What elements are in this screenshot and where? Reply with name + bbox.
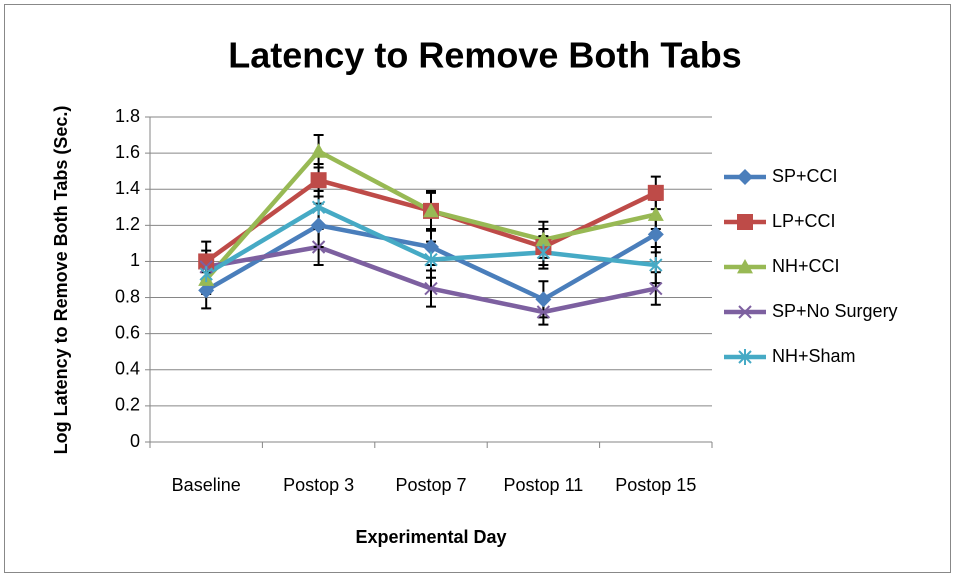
marker (649, 257, 663, 274)
y-tick-label: 1.6 (115, 142, 140, 162)
marker (536, 305, 551, 319)
x-tick-label: Postop 7 (395, 475, 466, 495)
marker (423, 239, 439, 255)
chart-title: Latency to Remove Both Tabs (228, 35, 741, 76)
marker (424, 251, 438, 268)
marker (424, 281, 438, 296)
y-tick-label: 0.2 (115, 395, 140, 415)
y-tick-label: 0.4 (115, 359, 140, 379)
marker (647, 184, 664, 201)
chart-frame (4, 4, 951, 573)
x-tick-label: Postop 3 (283, 475, 354, 495)
y-tick-label: 1.2 (115, 214, 140, 234)
marker (647, 226, 664, 243)
marker (198, 253, 215, 270)
marker (535, 231, 552, 247)
legend-item: SP+CCI (724, 166, 838, 186)
legend-item: LP+CCI (724, 211, 836, 231)
x-tick-label: Baseline (172, 475, 241, 495)
legend-label: LP+CCI (772, 211, 836, 231)
x-axis-title: Experimental Day (355, 527, 506, 547)
legend-item: NH+CCI (724, 256, 840, 276)
marker (535, 291, 552, 308)
y-axis-title: Log Latency to Remove Both Tabs (Sec.) (51, 106, 71, 455)
legend-marker (737, 169, 753, 185)
legend-label: SP+No Surgery (772, 301, 898, 321)
y-tick-label: 0 (130, 431, 140, 451)
marker (649, 281, 663, 296)
legend-item: SP+No Surgery (724, 301, 898, 321)
legend-marker (738, 349, 752, 365)
marker (198, 282, 215, 299)
marker (310, 143, 327, 158)
y-tick-label: 1.4 (115, 178, 140, 198)
marker (199, 266, 213, 283)
y-tick-label: 0.6 (115, 322, 140, 342)
marker (311, 240, 326, 254)
legend-item: NH+Sham (724, 346, 856, 366)
x-tick-label: Postop 11 (504, 475, 584, 495)
legend-marker (738, 305, 752, 319)
legend-marker (737, 214, 753, 230)
marker (647, 206, 664, 221)
y-tick-label: 0.8 (115, 286, 140, 306)
y-tick-label: 1 (130, 250, 140, 270)
marker (310, 217, 327, 234)
marker (536, 244, 551, 261)
marker (423, 202, 439, 218)
y-tick-label: 1.8 (115, 106, 140, 126)
legend-label: NH+Sham (772, 346, 856, 366)
marker (311, 199, 326, 216)
marker (310, 172, 327, 189)
legend-label: SP+CCI (772, 166, 838, 186)
legend-label: NH+CCI (772, 256, 840, 276)
legend-marker (737, 259, 753, 274)
x-tick-label: Postop 15 (615, 475, 696, 495)
